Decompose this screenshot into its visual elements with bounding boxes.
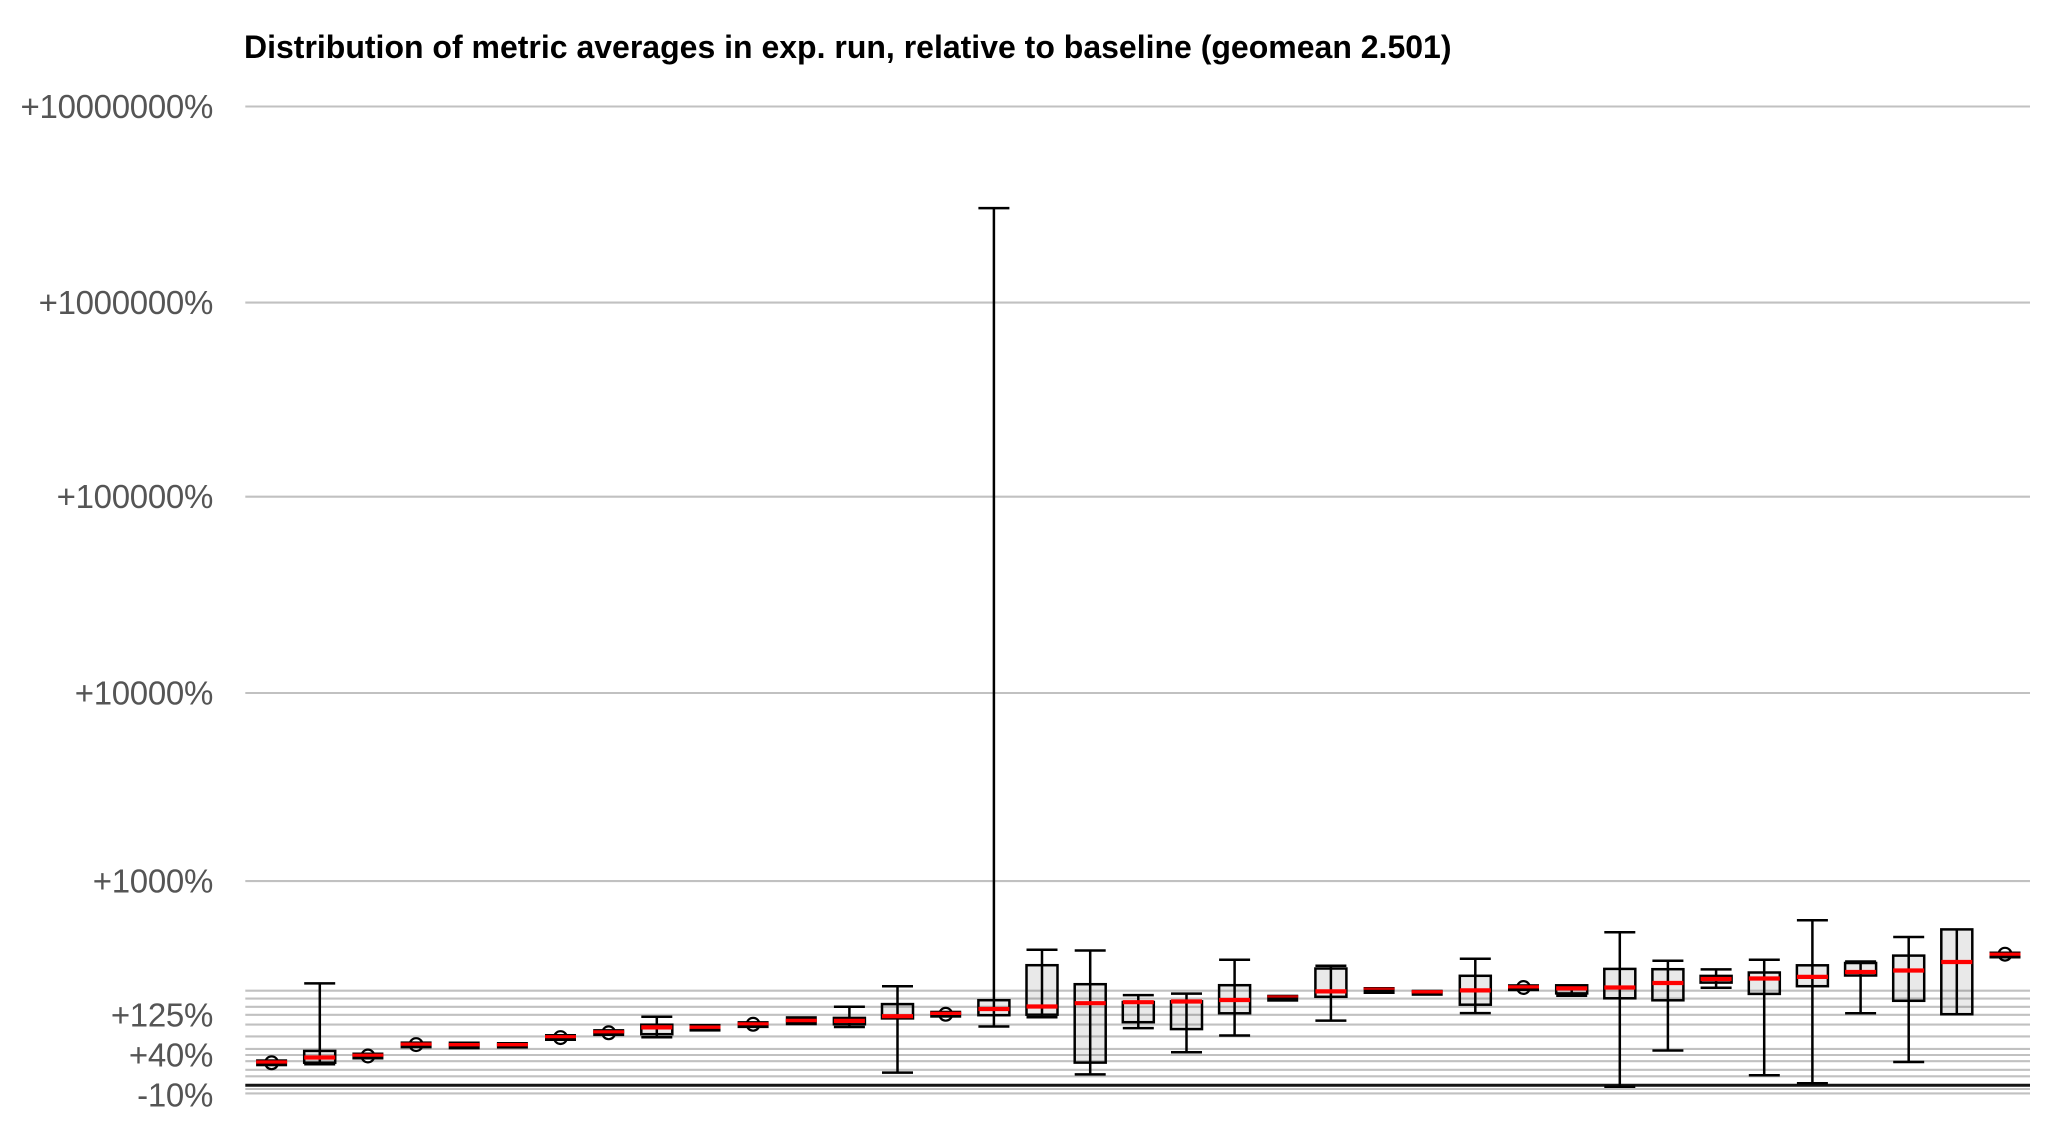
svg-text:+40%: +40% [129, 1037, 213, 1074]
svg-text:+1000000%: +1000000% [39, 284, 213, 321]
svg-text:+125%: +125% [111, 996, 213, 1033]
svg-text:+10000000%: +10000000% [21, 88, 213, 125]
svg-text:+10000%: +10000% [75, 675, 213, 712]
svg-text:+100000%: +100000% [57, 478, 213, 515]
svg-text:Distribution of metric average: Distribution of metric averages in exp. … [244, 29, 1451, 65]
svg-text:+1000%: +1000% [93, 863, 213, 900]
svg-text:-10%: -10% [137, 1077, 213, 1114]
